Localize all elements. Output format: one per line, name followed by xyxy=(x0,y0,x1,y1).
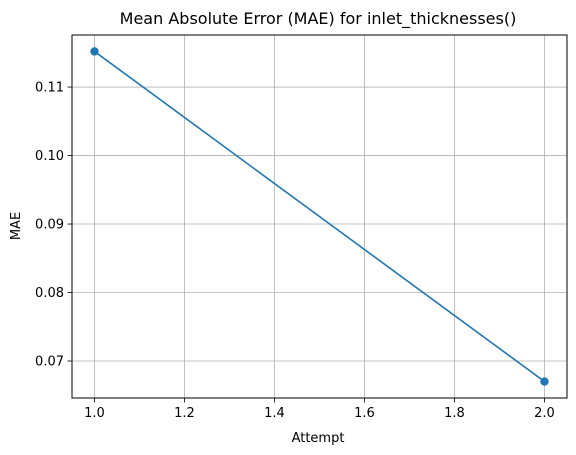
plot-frame xyxy=(71,34,568,399)
x-axis-label: Attempt xyxy=(292,431,345,446)
y-tick-label: 0.09 xyxy=(35,218,64,233)
grid-lines xyxy=(72,35,567,398)
data-point xyxy=(540,377,549,386)
y-tick-label: 0.08 xyxy=(35,286,64,301)
x-tick-label: 1.6 xyxy=(354,406,375,421)
y-tick-label: 0.07 xyxy=(35,355,64,370)
series-line xyxy=(94,50,545,383)
tick-marks xyxy=(67,86,545,403)
x-tick-label: 1.8 xyxy=(444,406,465,421)
x-tick-label: 1.2 xyxy=(174,406,195,421)
chart-title: Mean Absolute Error (MAE) for inlet_thic… xyxy=(120,9,517,29)
y-tick-label: 0.10 xyxy=(35,149,64,164)
x-tick-label: 2.0 xyxy=(534,406,555,421)
x-tick-label: 1.4 xyxy=(264,406,285,421)
x-tick-label: 1.0 xyxy=(84,406,105,421)
y-axis-label: MAE xyxy=(9,212,24,240)
y-tick-label: 0.11 xyxy=(35,81,64,96)
series-layer xyxy=(90,47,549,386)
data-point xyxy=(90,47,99,56)
tick-labels: 1.0 1.2 1.4 1.6 1.8 2.0 0.07 0.08 0.09 0.10 0.11 xyxy=(35,81,555,421)
